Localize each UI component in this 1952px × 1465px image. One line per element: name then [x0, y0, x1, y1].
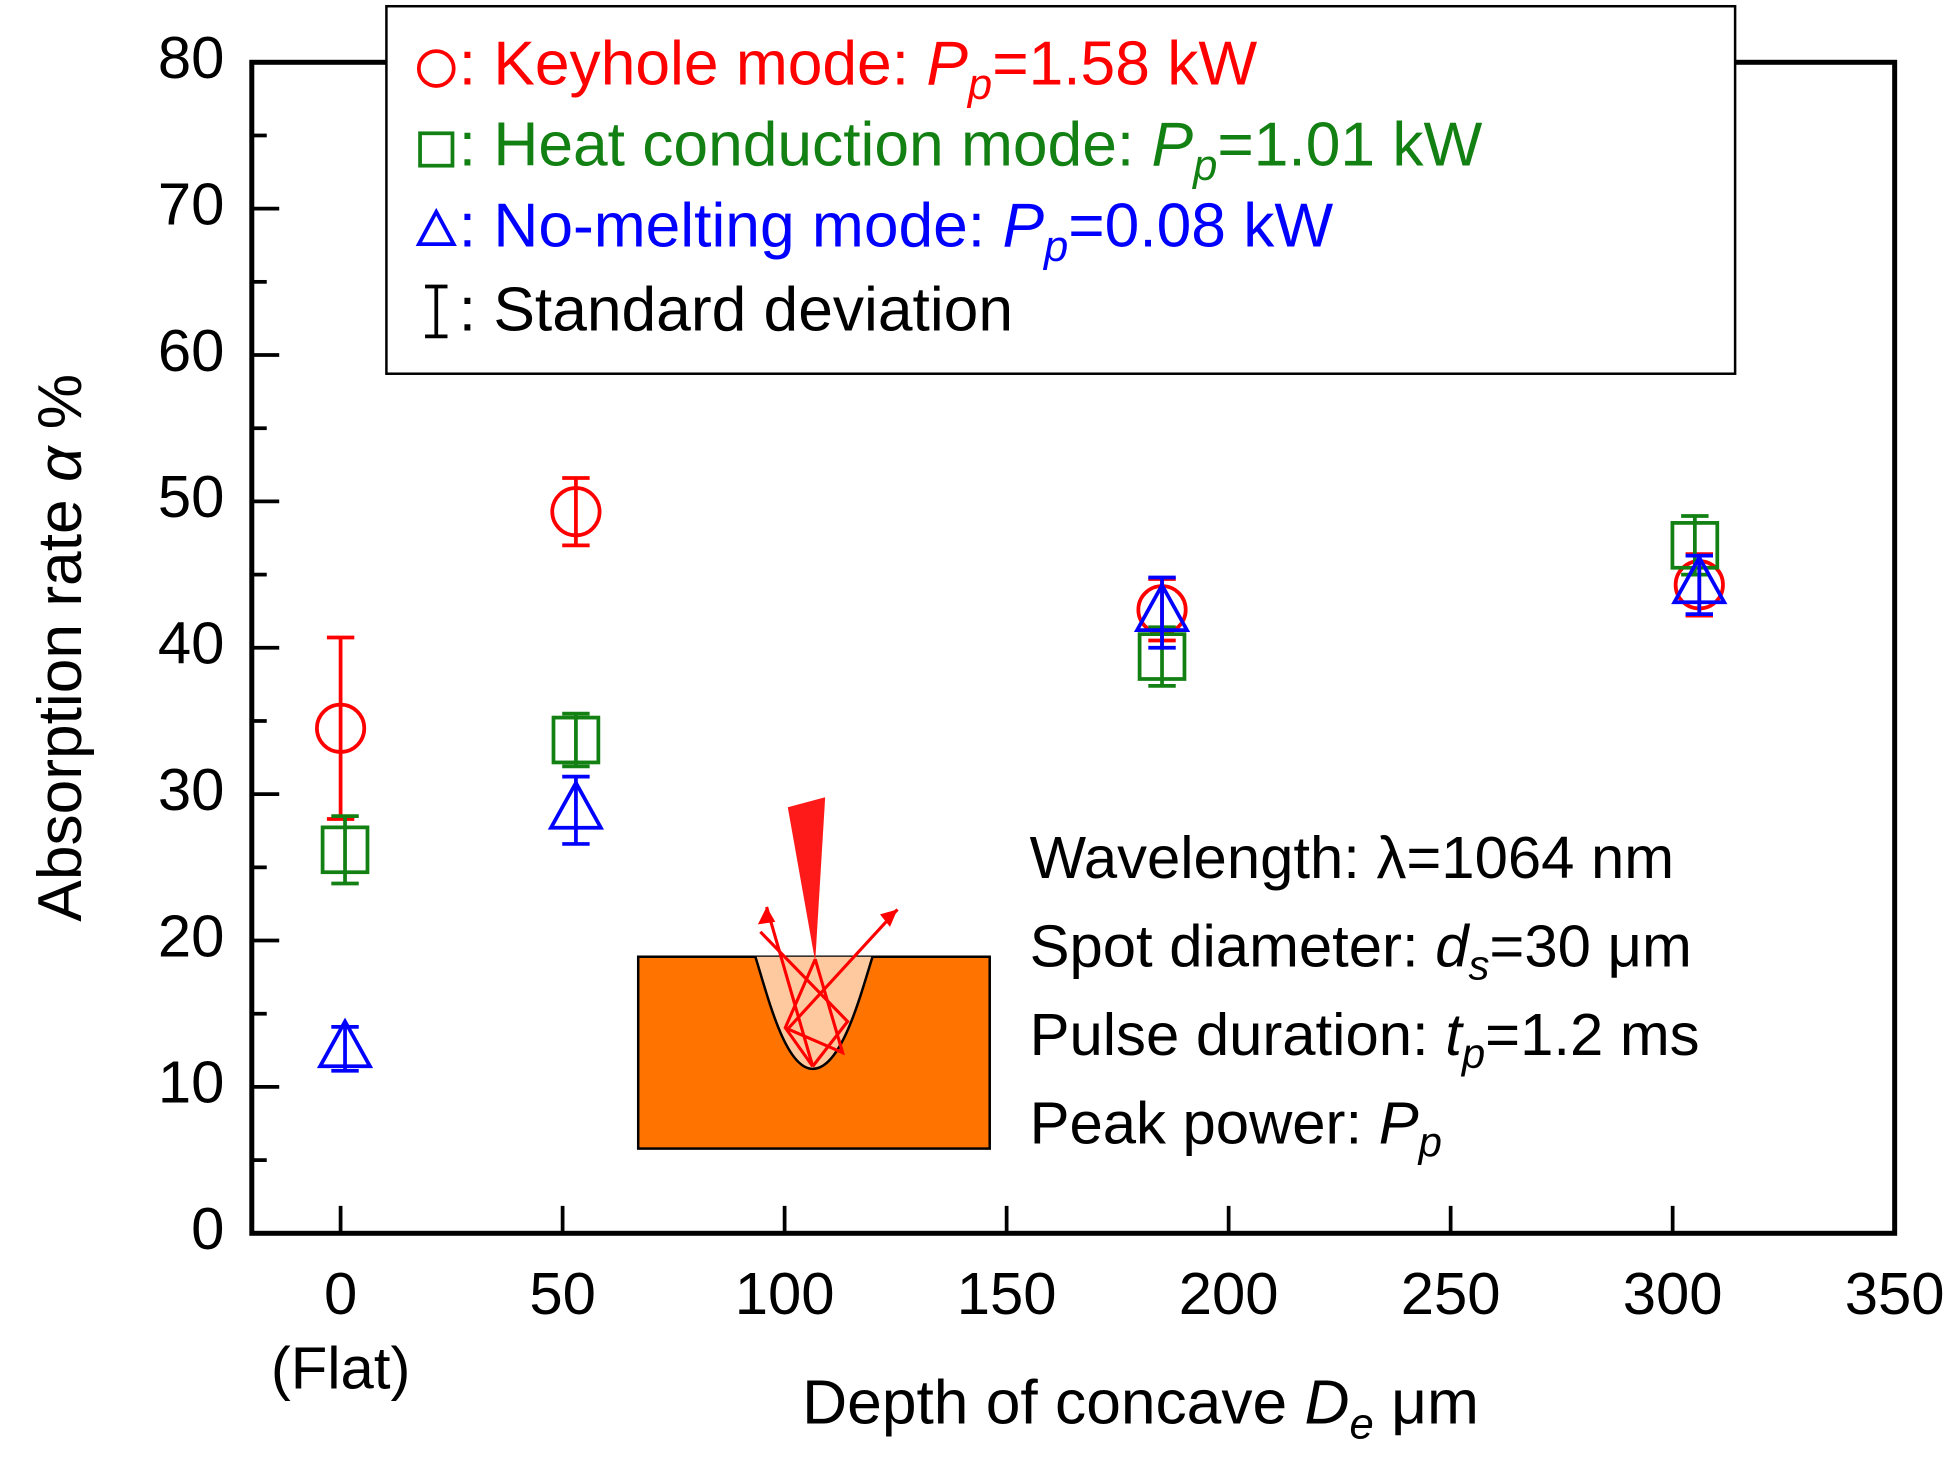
- y-tick-label: 80: [158, 24, 225, 91]
- legend-label: : Standard deviation: [459, 275, 1013, 344]
- x-tick-label: 150: [957, 1260, 1057, 1327]
- text-part: p: [1191, 142, 1217, 190]
- point: [315, 702, 367, 754]
- rich-text: Peak power: Pp: [1030, 1089, 1442, 1165]
- text-part: p: [1042, 223, 1068, 271]
- text-part: =1.2 ms: [1485, 1001, 1699, 1068]
- keyhole-edge: [754, 956, 874, 1071]
- text-part: P: [1379, 1089, 1419, 1156]
- legend-marker: [416, 49, 456, 88]
- y-tick-label: 20: [158, 902, 225, 969]
- x-tick-label: 250: [1401, 1260, 1501, 1327]
- x-tick-label: 300: [1623, 1260, 1723, 1327]
- text-part: : No-melting mode:: [459, 192, 1003, 261]
- point: [316, 1017, 374, 1069]
- rich-text: : Heat conduction mode: Pp=1.01 kW: [459, 111, 1483, 190]
- error-bar: [326, 635, 355, 821]
- point: [320, 825, 370, 875]
- x-tick-label: 100: [735, 1260, 835, 1327]
- text-part: p: [1417, 1118, 1442, 1165]
- error-bar: [331, 1025, 359, 1073]
- legend-marker: [418, 131, 455, 168]
- x-tick-note: (Flat): [271, 1335, 411, 1402]
- text-part: Peak power:: [1030, 1089, 1379, 1156]
- arrow-heads: [757, 906, 898, 927]
- text-part: d: [1435, 912, 1470, 979]
- text-part: : Heat conduction mode:: [459, 111, 1152, 180]
- text-part: s: [1468, 942, 1489, 989]
- error-bar: [562, 774, 590, 846]
- y-tick-label: 10: [158, 1049, 225, 1116]
- rich-text: : Keyhole mode: Pp=1.58 kW: [459, 30, 1258, 109]
- text-part: =1.58 kW: [992, 30, 1257, 99]
- point: [550, 486, 602, 538]
- y-tick-label: 60: [158, 317, 225, 384]
- text-part: Wavelength: λ=1064 nm: [1030, 824, 1675, 891]
- text-part: t: [1445, 1001, 1464, 1068]
- point: [551, 715, 601, 765]
- legend: : Keyhole mode: Pp=1.58 kW: Heat conduct…: [385, 4, 1737, 375]
- reflections: [759, 906, 899, 1068]
- y-tick-label: 0: [191, 1195, 224, 1262]
- x-tick-label: 350: [1845, 1260, 1945, 1327]
- text-part: P: [1002, 192, 1044, 261]
- legend-box: [385, 4, 1737, 375]
- text-part: e: [1349, 1400, 1373, 1448]
- legend-marker: [415, 207, 457, 247]
- text-part: : Keyhole mode:: [459, 30, 927, 99]
- text-part: Depth of concave: [802, 1369, 1304, 1438]
- text-part: =30 μm: [1489, 912, 1691, 979]
- point: [1133, 581, 1191, 632]
- y-tick-label: 50: [158, 463, 225, 530]
- error-bar: [562, 711, 590, 769]
- rich-text: : No-melting mode: Pp=0.08 kW: [459, 192, 1334, 271]
- rich-text: Wavelength: λ=1064 nm: [1030, 824, 1675, 891]
- text-part: =1.01 kW: [1217, 111, 1482, 180]
- legend-marker: [425, 284, 448, 339]
- rich-text: Depth of concave De μm: [802, 1369, 1479, 1448]
- text-part: P: [1152, 111, 1194, 180]
- text-part: μm: [1374, 1369, 1479, 1438]
- rich-text: Absorption rate α %: [26, 374, 95, 922]
- point: [547, 779, 605, 830]
- text-part: Absorption rate: [26, 482, 95, 922]
- laser-beam: [787, 797, 826, 962]
- rich-text: Spot diameter: ds=30 μm: [1030, 912, 1692, 988]
- text-part: p: [966, 61, 992, 109]
- x-tick-label: 200: [1179, 1260, 1279, 1327]
- y-tick-label: 40: [158, 610, 225, 677]
- text-part: P: [926, 30, 968, 99]
- text-part: Pulse duration:: [1030, 1001, 1446, 1068]
- y-tick-label: 70: [158, 170, 225, 237]
- text-part: α: [26, 445, 95, 482]
- x-tick-label: 50: [529, 1260, 596, 1327]
- inset-illustration: [636, 797, 991, 1150]
- point: [1671, 553, 1728, 605]
- text-part: =0.08 kW: [1068, 192, 1333, 261]
- text-part: D: [1304, 1369, 1349, 1438]
- text-part: %: [26, 374, 95, 447]
- rich-text: Pulse duration: tp=1.2 ms: [1030, 1001, 1700, 1077]
- text-part: Spot diameter:: [1030, 912, 1436, 979]
- error-bar: [1148, 575, 1176, 650]
- x-tick-label: 0: [324, 1260, 357, 1327]
- text-part: p: [1460, 1030, 1485, 1077]
- y-tick-label: 30: [158, 756, 225, 823]
